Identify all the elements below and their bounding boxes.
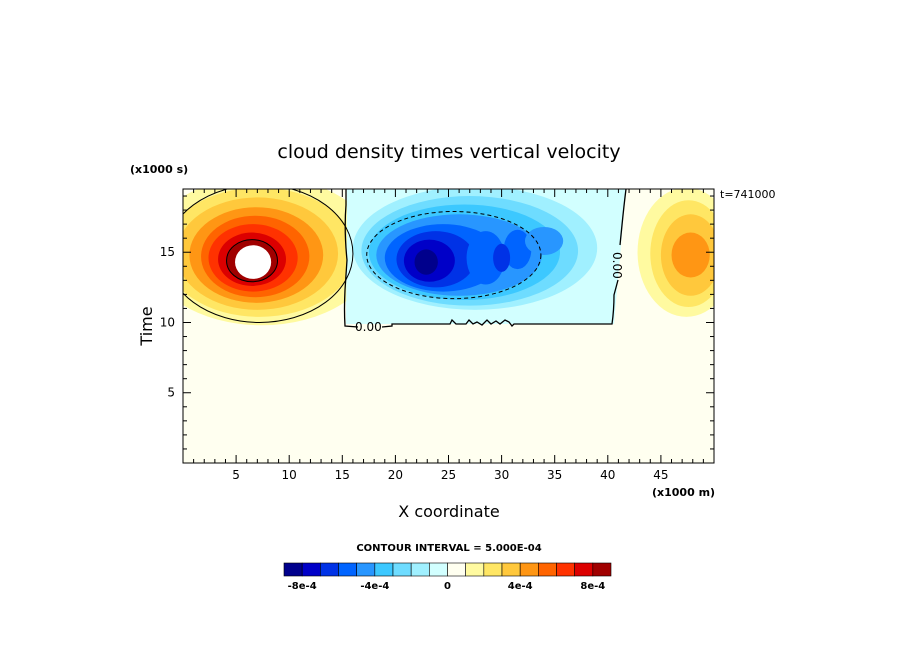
y-axis-label: Time bbox=[137, 306, 156, 346]
colorbar-tick-label: 4e-4 bbox=[508, 581, 533, 592]
x-axis-label: X coordinate bbox=[398, 502, 499, 521]
colorbar-swatch bbox=[356, 562, 376, 577]
contour-line-0 bbox=[183, 189, 354, 323]
field-band-right-3 bbox=[671, 232, 710, 278]
contour-line-1 bbox=[226, 239, 279, 283]
colorbar-swatch bbox=[592, 562, 612, 577]
zero-contour-right bbox=[619, 188, 627, 246]
field-lobe-3 bbox=[524, 226, 564, 256]
colorbar-swatch bbox=[519, 562, 539, 577]
y-unit-label: (x1000 s) bbox=[130, 163, 188, 176]
colorbar-swatch bbox=[374, 562, 394, 577]
x-tick-label: 20 bbox=[388, 468, 403, 482]
colorbar-swatch bbox=[410, 562, 430, 577]
colorbar-swatch bbox=[283, 562, 303, 577]
contour-label-right: 0.00 bbox=[610, 252, 624, 279]
colorbar-swatch bbox=[538, 562, 557, 577]
contour-interval-text: CONTOUR INTERVAL = 5.000E-04 bbox=[356, 543, 541, 554]
colorbar bbox=[283, 562, 612, 577]
colorbar-tick-label: 8e-4 bbox=[580, 581, 605, 592]
colorbar-swatch bbox=[338, 562, 357, 577]
contour-label-bottom: 0.00 bbox=[355, 320, 382, 334]
chart-title: cloud density times vertical velocity bbox=[277, 141, 620, 163]
y-tick-label: 10 bbox=[160, 315, 175, 329]
x-tick-label: 15 bbox=[335, 468, 350, 482]
colorbar-tick-label: -4e-4 bbox=[360, 581, 389, 592]
field-lobe-0 bbox=[466, 231, 505, 285]
y-tick-label: 15 bbox=[160, 245, 175, 259]
zero-contour-left bbox=[343, 189, 359, 328]
colorbar-swatch bbox=[465, 562, 485, 577]
colorbar-swatch bbox=[429, 562, 448, 577]
y-tick-label: 5 bbox=[167, 386, 175, 400]
colorbar-swatch bbox=[501, 562, 521, 577]
colorbar-swatch bbox=[556, 562, 575, 577]
field-layer bbox=[183, 189, 714, 326]
zero-contours bbox=[343, 188, 627, 328]
field-lobe-1 bbox=[503, 229, 532, 270]
x-tick-label: 35 bbox=[547, 468, 562, 482]
colorbar-tick-label: -8e-4 bbox=[288, 581, 317, 592]
x-tick-label: 25 bbox=[441, 468, 456, 482]
x-tick-label: 40 bbox=[600, 468, 615, 482]
axis-ticks: 5 10 15 20 25 30 35 40 45 5 10 15 bbox=[160, 189, 714, 482]
colorbar-swatch bbox=[447, 562, 466, 577]
zero-contour-bottom bbox=[381, 279, 619, 328]
colorbar-labels: -8e-4 -4e-4 0 4e-4 8e-4 bbox=[288, 581, 606, 592]
colorbar-swatch bbox=[301, 562, 321, 577]
colorbar-swatch bbox=[483, 562, 503, 577]
x-tick-label: 10 bbox=[282, 468, 297, 482]
contour-line-2 bbox=[366, 210, 542, 300]
field-band-left-8 bbox=[235, 245, 272, 279]
x-tick-label: 5 bbox=[232, 468, 240, 482]
x-tick-label: 45 bbox=[653, 468, 668, 482]
colorbar-swatch bbox=[574, 562, 594, 577]
time-stamp: t=741000 bbox=[720, 188, 776, 201]
plot-area bbox=[183, 189, 714, 463]
field-lobe-2 bbox=[493, 243, 511, 272]
x-unit-label: (x1000 m) bbox=[652, 486, 715, 499]
colorbar-swatch bbox=[392, 562, 412, 577]
x-tick-label: 30 bbox=[494, 468, 509, 482]
colorbar-tick-label: 0 bbox=[444, 581, 451, 592]
field-band-neg-7 bbox=[414, 249, 438, 275]
colorbar-swatch bbox=[320, 562, 339, 577]
